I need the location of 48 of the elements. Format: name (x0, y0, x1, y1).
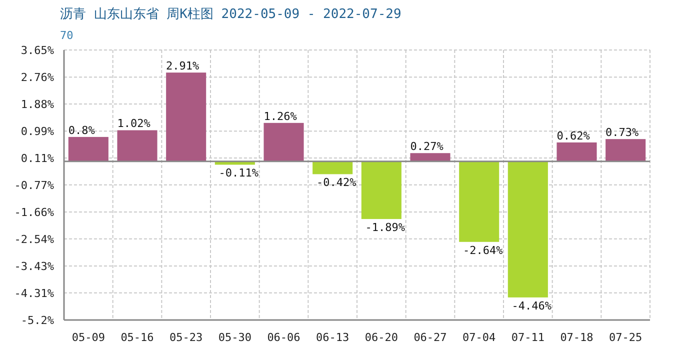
bar (117, 130, 158, 162)
y-tick-label: 0.99% (20, 125, 54, 138)
x-tick-label: 06-06 (267, 331, 300, 344)
y-tick-label: -0.77% (14, 178, 54, 192)
bar (68, 136, 108, 162)
y-tick-label: 0.11% (20, 152, 54, 165)
x-tick-label: 07-18 (560, 331, 594, 344)
x-tick-label: 06-13 (316, 331, 350, 344)
data-label: 0.27% (410, 140, 444, 154)
x-tick-label: 05-23 (170, 331, 203, 344)
x-tick-label: 07-25 (609, 331, 642, 344)
bar (606, 139, 646, 162)
bar (556, 142, 597, 162)
chart-title: 沥青 山东山东省 周K柱图 2022-05-09 - 2022-07-29 (60, 7, 402, 22)
chart-subtitle: 70 (60, 29, 74, 42)
y-tick-label: -3.43% (14, 260, 54, 273)
x-tick-label: 06-20 (364, 331, 398, 344)
bar (264, 122, 304, 162)
data-label: 1.26% (264, 110, 298, 123)
x-tick-label: 05-09 (72, 331, 105, 344)
data-label: 0.62% (556, 129, 590, 142)
data-label: -0.11% (218, 166, 259, 180)
bar (312, 161, 353, 174)
bar (508, 161, 548, 298)
y-tick-label: -2.54% (14, 232, 54, 246)
bar (361, 161, 402, 220)
data-label: -2.64% (462, 244, 504, 257)
data-label: -0.42% (316, 176, 357, 190)
bar (410, 153, 450, 162)
y-tick-label: 2.76% (20, 71, 54, 84)
bar (166, 72, 206, 162)
data-label: -1.89% (365, 221, 406, 234)
x-tick-label: 07-04 (462, 331, 496, 344)
y-tick-label: 3.65% (20, 44, 54, 57)
y-tick-label: -4.31% (14, 286, 54, 300)
x-tick-label: 05-30 (218, 331, 252, 344)
bar (459, 161, 500, 242)
x-tick-label: 06-27 (414, 331, 447, 344)
x-tick-label: 05-16 (120, 331, 154, 344)
data-label: -4.46% (512, 299, 552, 312)
y-tick-label: -1.66% (14, 206, 54, 219)
data-label: 2.91% (166, 60, 200, 73)
data-label: 1.02% (117, 117, 151, 130)
data-label: 0.8% (68, 124, 96, 137)
y-tick-label: 1.88% (20, 98, 54, 111)
data-label: 0.73% (606, 126, 640, 140)
x-tick-label: 07-11 (511, 331, 544, 344)
y-tick-label: -5.2% (20, 314, 54, 327)
